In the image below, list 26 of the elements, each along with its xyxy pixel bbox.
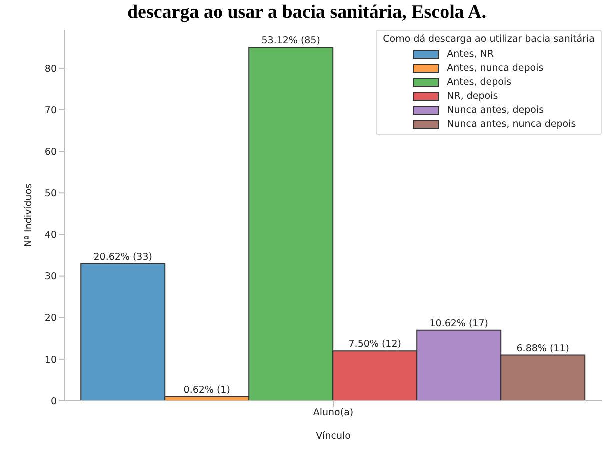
data-label: 20.62% (33) bbox=[94, 252, 152, 263]
legend-label: Antes, NR bbox=[447, 48, 494, 60]
y-tick-label: 30 bbox=[44, 272, 57, 283]
legend-label: Nunca antes, depois bbox=[447, 104, 544, 116]
y-tick-label: 10 bbox=[44, 354, 57, 366]
y-tick-label: 40 bbox=[44, 230, 57, 242]
y-tick-label: 80 bbox=[44, 64, 57, 75]
y-tick-label: 50 bbox=[44, 188, 57, 200]
legend-label: NR, depois bbox=[447, 90, 498, 102]
legend-label: Antes, depois bbox=[447, 76, 512, 88]
legend-title: Como dá descarga ao utilizar bacia sanitária bbox=[383, 34, 595, 45]
x-axis-title: Vínculo bbox=[316, 431, 352, 442]
data-label: 7.50% (12) bbox=[348, 339, 402, 350]
legend-label: Antes, nunca depois bbox=[447, 62, 544, 74]
data-label: 53.12% (85) bbox=[262, 36, 320, 47]
y-tick-label: 60 bbox=[44, 146, 57, 158]
y-tick-label: 0 bbox=[50, 396, 57, 408]
x-tick-label: Aluno(a) bbox=[313, 408, 354, 419]
y-tick-label: 70 bbox=[44, 105, 57, 116]
chart-title: descarga ao usar a bacia sanitária, Escola A. bbox=[126, 2, 488, 24]
legend-label: Nunca antes, nunca depois bbox=[447, 118, 576, 130]
y-axis-title: Nº Indivíduos bbox=[23, 184, 34, 248]
data-label: 0.62% (1) bbox=[184, 384, 230, 396]
data-label: 6.88% (11) bbox=[516, 343, 570, 354]
y-tick-label: 20 bbox=[44, 313, 57, 324]
data-label: 10.62% (17) bbox=[430, 318, 488, 330]
